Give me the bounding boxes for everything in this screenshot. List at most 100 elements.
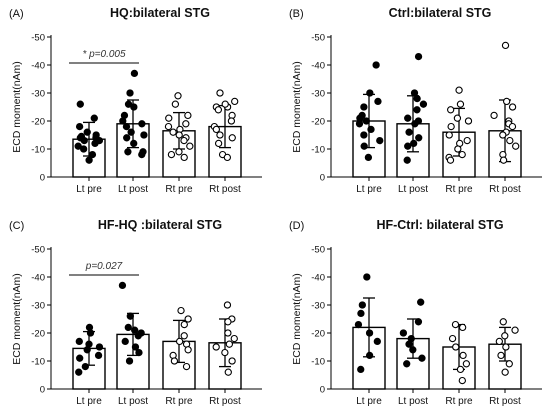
y-tick-label: -30 [311, 301, 325, 312]
data-point [74, 142, 82, 150]
x-tick-label: Lt pre [76, 396, 102, 407]
x-tick-label: Rt post [489, 396, 521, 407]
data-point [354, 320, 363, 329]
data-point [95, 343, 104, 351]
data-point [212, 343, 220, 351]
data-point [456, 365, 465, 374]
data-point [126, 89, 134, 97]
data-point [214, 106, 223, 114]
x-tick-label: Lt post [118, 396, 148, 407]
y-tick-label: -40 [311, 273, 325, 284]
data-point [170, 357, 179, 365]
data-point [134, 332, 142, 340]
data-point [184, 315, 192, 323]
data-point [367, 125, 375, 134]
chart-panel-4: (D) HF-Ctrl: bilateral STG ECD moment(nAm)… [289, 218, 542, 407]
data-point [355, 120, 364, 128]
data-point [463, 136, 471, 145]
data-point [499, 318, 507, 326]
data-point [167, 150, 176, 159]
y-tick-label: -10 [311, 357, 325, 368]
y-tick-label: -40 [31, 61, 45, 72]
data-point [127, 128, 135, 136]
data-point [447, 106, 455, 114]
data-point [399, 329, 408, 337]
data-point [124, 323, 132, 332]
data-point [76, 354, 84, 362]
data-point [505, 360, 513, 368]
y-tick-label: 0 [40, 385, 45, 396]
data-point [140, 131, 148, 139]
data-point [462, 360, 471, 368]
data-point [118, 281, 127, 290]
data-point [365, 329, 374, 337]
data-point [497, 351, 505, 360]
y-tick-label: -20 [311, 329, 325, 340]
x-tick-label: Lt pre [356, 396, 382, 407]
data-point [175, 148, 183, 156]
data-point [499, 156, 508, 164]
data-point [131, 343, 140, 351]
data-point [414, 318, 423, 326]
y-tick-label: 0 [320, 173, 325, 184]
data-point [360, 103, 368, 111]
data-point [75, 337, 83, 346]
data-point [225, 340, 234, 348]
data-point [506, 136, 514, 145]
data-point [501, 368, 509, 376]
data-point [453, 114, 462, 122]
data-point [138, 120, 146, 128]
data-point [184, 111, 192, 120]
data-point [216, 131, 224, 139]
data-point [75, 368, 83, 376]
data-point [372, 61, 380, 69]
data-point [458, 150, 466, 159]
data-point [413, 106, 421, 114]
chart-title: HQ:bilateral STG [110, 6, 210, 20]
data-point [448, 334, 457, 343]
y-tick-label: -40 [31, 273, 45, 284]
y-axis-label: ECD moment(nAm) [291, 273, 303, 365]
y-tick-label: -10 [31, 145, 45, 156]
y-tick-label: 0 [320, 385, 325, 396]
data-point [404, 142, 412, 150]
y-tick-label: -40 [311, 61, 325, 72]
data-point [454, 145, 462, 153]
data-point [123, 134, 131, 142]
data-point [419, 100, 428, 108]
data-point [502, 97, 511, 106]
data-point [180, 332, 188, 340]
significance-label: * p=0.005 [82, 49, 126, 60]
data-point [75, 122, 84, 131]
data-point [404, 114, 412, 122]
data-point [508, 103, 517, 111]
y-tick-label: -30 [31, 89, 45, 100]
x-tick-label: Rt pre [445, 184, 473, 195]
data-point [138, 150, 146, 159]
data-point [177, 306, 185, 315]
x-tick-label: Lt post [398, 184, 428, 195]
data-point [119, 117, 127, 125]
data-point [121, 337, 129, 346]
data-point [228, 357, 236, 365]
data-point [227, 117, 236, 125]
data-point [83, 346, 91, 354]
data-point [451, 320, 460, 329]
data-point [358, 301, 366, 309]
data-point [364, 153, 373, 162]
x-tick-label: Lt post [398, 396, 428, 407]
data-point [403, 156, 411, 164]
data-point [175, 131, 183, 139]
x-tick-label: Rt pre [165, 184, 193, 195]
significance-label: p=0.027 [85, 261, 123, 272]
data-point [125, 357, 134, 365]
data-point [180, 136, 188, 145]
data-point [405, 340, 413, 348]
data-point [501, 41, 510, 50]
data-point [231, 97, 239, 106]
chart-panel-2: (B) Ctrl:bilateral STG ECD moment(nAm) 0 -10… [289, 6, 542, 195]
data-point [182, 120, 190, 128]
data-point [495, 337, 503, 346]
y-tick-label: -50 [311, 33, 325, 44]
